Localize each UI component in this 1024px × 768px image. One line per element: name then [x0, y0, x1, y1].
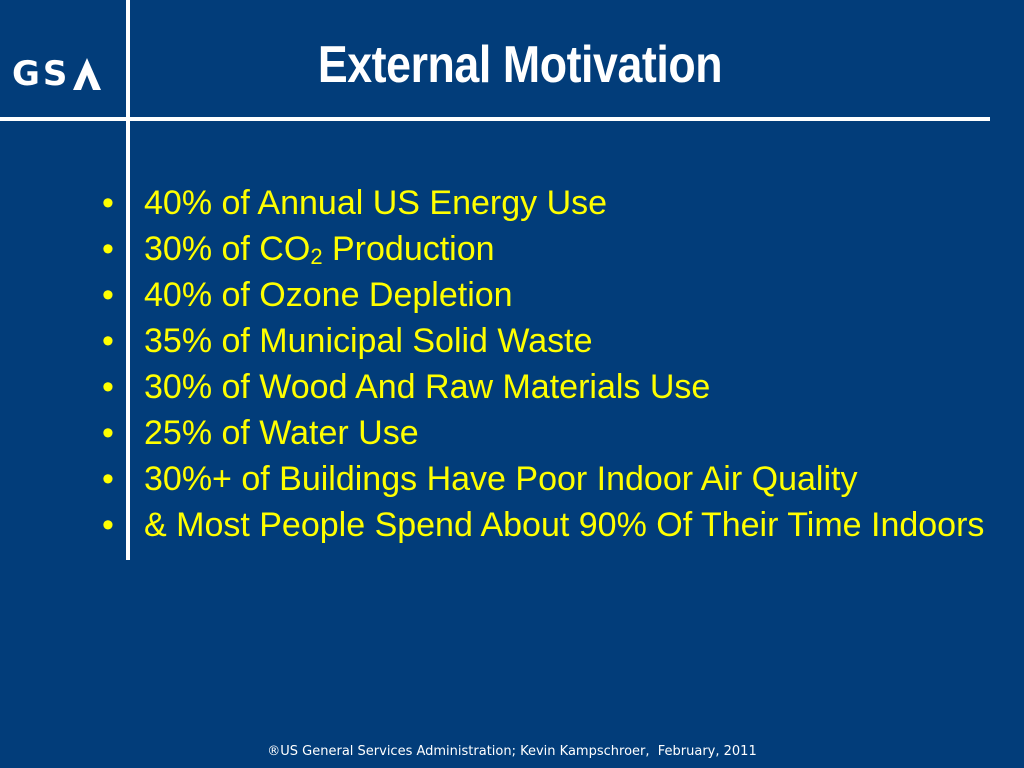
slide-title: External Motivation — [317, 36, 723, 94]
bullet-text-pre: 30% of CO — [144, 230, 311, 268]
list-item: • 40% of Annual US Energy Use — [100, 185, 1000, 222]
bullet-dot: • — [102, 460, 114, 498]
bullet-list: • 40% of Annual US Energy Use • 30% of CO2… — [100, 185, 1000, 553]
bullet-text: 40% of Annual US Energy Use — [144, 184, 608, 222]
bullet-dot: • — [102, 184, 114, 222]
bullet-dot: • — [102, 276, 114, 314]
bullet-dot: • — [102, 230, 114, 268]
list-item: • & Most People Spend About 90% Of Their … — [100, 507, 1000, 544]
list-item: • 35% of Municipal Solid Waste — [100, 323, 1000, 360]
bullet-text: 40% of Ozone Depletion — [144, 276, 513, 314]
bullet-text: & Most People Spend About 90% Of Their T… — [144, 506, 985, 544]
footer-credit: ®US General Services Administration; Kev… — [267, 744, 757, 759]
list-item: • 30%+ of Buildings Have Poor Indoor Air … — [100, 461, 1000, 498]
gsa-star-a-icon — [73, 58, 102, 90]
vertical-divider — [126, 0, 130, 560]
list-item: • 30% of Wood And Raw Materials Use — [100, 369, 1000, 406]
bullet-text: 30% of Wood And Raw Materials Use — [144, 368, 711, 406]
logo-letters: GS — [12, 54, 71, 94]
bullet-subscript: 2 — [310, 244, 323, 269]
bullet-dot: • — [102, 322, 114, 360]
bullet-text: 30%+ of Buildings Have Poor Indoor Air Q… — [144, 460, 858, 498]
bullet-text: 35% of Municipal Solid Waste — [144, 322, 593, 360]
gsa-logo: GS — [12, 54, 102, 94]
bullet-dot: • — [102, 506, 114, 544]
horizontal-divider — [0, 117, 990, 121]
list-item: • 30% of CO2 Production — [100, 231, 1000, 268]
bullet-dot: • — [102, 414, 114, 452]
list-item: • 25% of Water Use — [100, 415, 1000, 452]
bullet-text-post: Production — [322, 230, 495, 268]
list-item: • 40% of Ozone Depletion — [100, 277, 1000, 314]
bullet-dot: • — [102, 368, 114, 406]
bullet-text: 25% of Water Use — [144, 414, 419, 452]
